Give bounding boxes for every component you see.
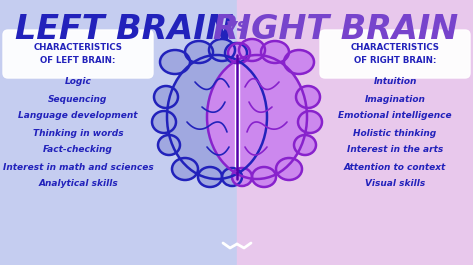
Text: Analytical skills: Analytical skills [38,179,118,188]
Text: Interest in the arts: Interest in the arts [347,145,443,154]
Bar [0,0,236,265]
Text: CHARACTERISTICS
OF RIGHT BRAIN:: CHARACTERISTICS OF RIGHT BRAIN: [350,43,439,65]
Ellipse shape [225,43,247,63]
Ellipse shape [198,167,222,187]
Text: RIGHT BRAIN: RIGHT BRAIN [213,13,458,46]
FancyBboxPatch shape [3,30,153,78]
Text: Emotional intelligence: Emotional intelligence [338,112,452,121]
Ellipse shape [284,50,314,74]
FancyBboxPatch shape [320,30,470,78]
Ellipse shape [202,53,307,181]
Ellipse shape [261,41,289,63]
Ellipse shape [209,39,235,61]
Text: Sequencing: Sequencing [48,95,108,104]
Text: Holistic thinking: Holistic thinking [353,129,437,138]
Ellipse shape [294,135,316,155]
Text: vs: vs [226,17,248,35]
Ellipse shape [298,111,322,133]
Ellipse shape [239,39,265,61]
Text: Intuition: Intuition [373,77,417,86]
Text: CHARACTERISTICS
OF LEFT BRAIN:: CHARACTERISTICS OF LEFT BRAIN: [34,43,123,65]
Ellipse shape [222,168,242,186]
Ellipse shape [160,50,190,74]
Ellipse shape [167,55,267,179]
Text: Interest in math and sciences: Interest in math and sciences [3,162,153,171]
Text: Language development: Language development [18,112,138,121]
Text: Thinking in words: Thinking in words [33,129,123,138]
Text: Visual skills: Visual skills [365,179,425,188]
Ellipse shape [252,167,276,187]
Ellipse shape [276,158,302,180]
Ellipse shape [228,43,250,63]
Bar [236,0,473,265]
Ellipse shape [166,53,272,181]
Bar [235,53,239,181]
Ellipse shape [154,86,178,108]
Text: Imagination: Imagination [365,95,425,104]
Ellipse shape [172,158,198,180]
Text: Attention to context: Attention to context [344,162,446,171]
Ellipse shape [152,111,176,133]
Text: Fact-checking: Fact-checking [43,145,113,154]
Ellipse shape [207,55,307,179]
Text: LEFT BRAIN: LEFT BRAIN [15,13,234,46]
Text: Logic: Logic [64,77,91,86]
Ellipse shape [232,168,252,186]
Ellipse shape [185,41,213,63]
Ellipse shape [158,135,180,155]
Ellipse shape [296,86,320,108]
